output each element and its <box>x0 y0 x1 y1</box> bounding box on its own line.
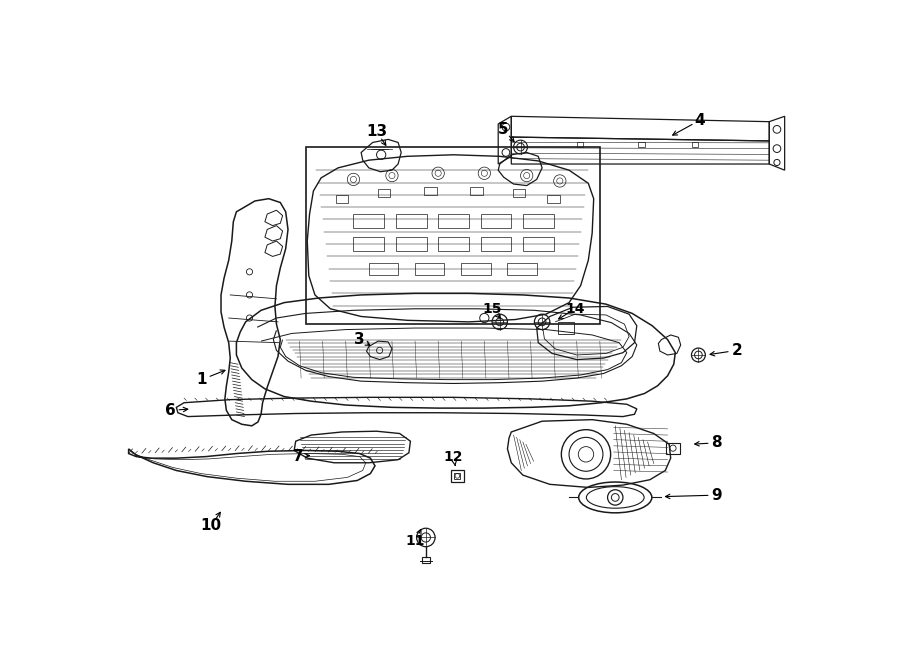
Text: 4: 4 <box>695 112 706 128</box>
Bar <box>523 237 554 251</box>
Text: 12: 12 <box>444 449 464 463</box>
Text: 9: 9 <box>712 488 722 502</box>
Bar <box>369 262 398 275</box>
Bar <box>396 214 427 228</box>
Bar <box>354 237 384 251</box>
Bar <box>451 470 464 482</box>
Bar <box>638 143 644 147</box>
Bar <box>471 187 482 195</box>
Text: 15: 15 <box>482 302 502 316</box>
Bar <box>415 262 445 275</box>
Text: 8: 8 <box>712 435 722 450</box>
Text: 3: 3 <box>355 332 365 347</box>
Bar <box>666 443 680 453</box>
Bar <box>336 195 348 202</box>
Bar <box>481 214 511 228</box>
Text: 10: 10 <box>201 518 221 533</box>
Bar <box>461 262 491 275</box>
Bar <box>378 190 391 197</box>
Text: 13: 13 <box>366 124 387 139</box>
Bar <box>454 473 461 479</box>
Bar <box>481 237 511 251</box>
Bar <box>424 187 436 195</box>
Bar <box>438 237 469 251</box>
Bar <box>396 237 427 251</box>
Bar <box>508 262 536 275</box>
Bar <box>577 143 583 147</box>
Text: 11: 11 <box>405 534 425 549</box>
Text: 5: 5 <box>499 122 508 137</box>
Bar <box>438 214 469 228</box>
Text: 7: 7 <box>292 449 303 464</box>
Bar <box>513 190 526 197</box>
Text: 6: 6 <box>165 403 176 418</box>
Text: 1: 1 <box>196 372 207 387</box>
Bar <box>354 214 384 228</box>
Bar <box>692 143 698 147</box>
Bar <box>422 557 429 563</box>
Bar <box>523 214 554 228</box>
Bar <box>547 195 560 202</box>
Text: 2: 2 <box>732 343 742 358</box>
Bar <box>557 322 574 334</box>
Text: 14: 14 <box>565 302 585 316</box>
